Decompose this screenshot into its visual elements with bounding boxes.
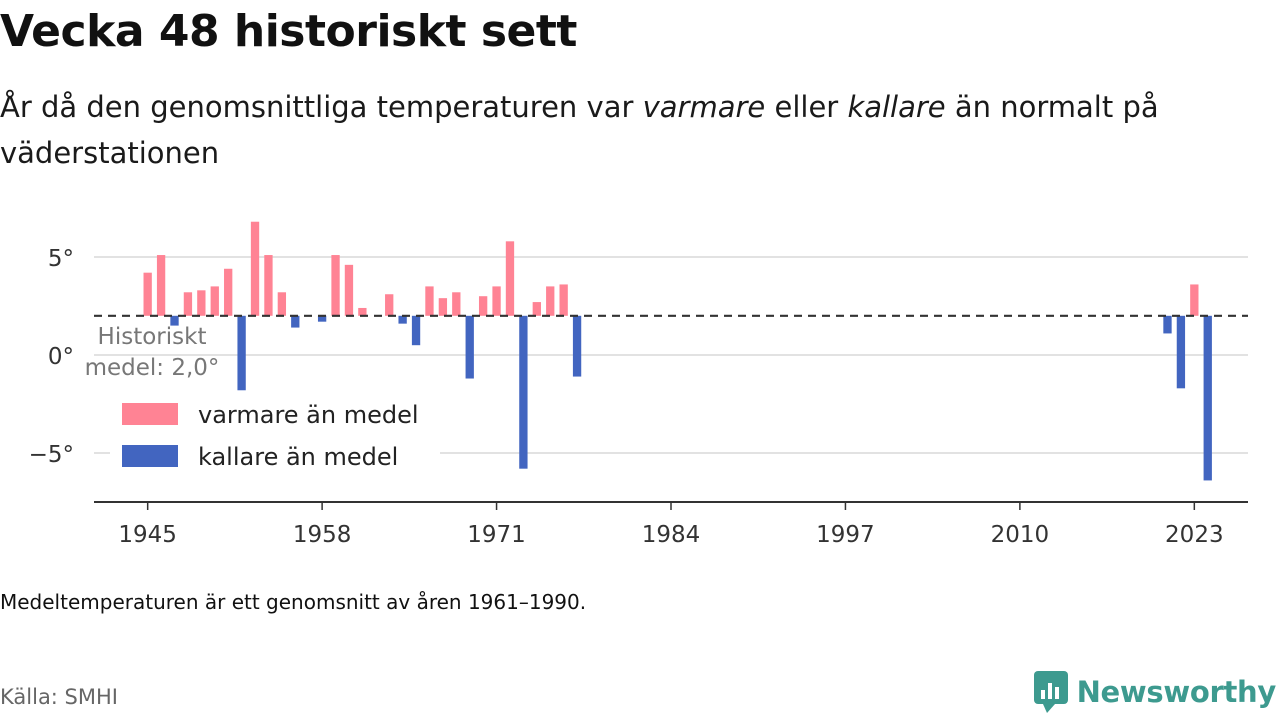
bar-warm — [505, 241, 515, 316]
bar-warm — [546, 286, 555, 316]
label-line: medel: 2,0° — [85, 355, 220, 381]
subtitle-text: än normalt på väderstationen — [0, 90, 1159, 170]
bar-warm — [210, 286, 219, 316]
bar-warm — [183, 292, 193, 316]
legend-label-cold: kallare än medel — [198, 443, 398, 471]
bar-warm — [559, 284, 568, 316]
bar-warm — [438, 298, 448, 316]
bar-cold — [519, 315, 528, 469]
x-tick-label: 1958 — [293, 522, 352, 548]
label-line: Historiskt — [98, 324, 207, 350]
subtitle-text: eller — [765, 90, 848, 124]
x-tick-label: 1945 — [118, 522, 177, 548]
logo-text: Newsworthy — [1076, 675, 1277, 709]
bar-warm — [385, 294, 394, 316]
x-tick-label: 2010 — [991, 522, 1050, 548]
y-tick-label: −5° — [29, 442, 74, 468]
bar-warm — [478, 296, 488, 316]
source-credit: Källa: SMHI — [0, 685, 118, 709]
y-tick-label: 0° — [48, 344, 74, 370]
x-tick-label: 2023 — [1165, 522, 1224, 548]
bar-cold — [1203, 315, 1212, 481]
y-tick-label: 5° — [48, 246, 74, 272]
bar-cold — [317, 315, 327, 322]
bar-warm — [358, 307, 367, 316]
bar-warm — [425, 286, 434, 316]
bar-cold — [465, 315, 474, 379]
legend: varmare än medel kallare än medel — [110, 394, 440, 474]
legend-label-warm: varmare än medel — [198, 401, 419, 429]
bar-warm — [452, 292, 461, 316]
legend-swatch-cold — [122, 445, 178, 467]
bar-warm — [277, 292, 287, 316]
x-tick-label: 1997 — [816, 522, 875, 548]
newsworthy-logo: Newsworthy — [1033, 670, 1276, 714]
subtitle-text: År då den genomsnittliga temperaturen va… — [0, 90, 643, 124]
bar-cold — [170, 315, 179, 326]
bar-chart-bubble-icon — [1033, 671, 1068, 713]
chart-subtitle: År då den genomsnittliga temperaturen va… — [0, 84, 1220, 176]
axes: 5° 0° −5° 1945 1958 1971 1984 1997 2010 2023 — [29, 246, 1248, 548]
bar-warm — [224, 268, 233, 316]
bars — [143, 221, 1212, 481]
bar-warm — [1190, 284, 1199, 316]
bar-cold — [1176, 315, 1186, 389]
x-tick-label: 1971 — [467, 522, 526, 548]
bar-warm — [197, 290, 206, 316]
legend-swatch-warm — [122, 403, 178, 425]
bar-cold — [398, 315, 407, 324]
historical-mean-label: Historiskt medel: 2,0° — [85, 324, 220, 381]
warm-word: varmare — [642, 90, 766, 124]
chart-title: Vecka 48 historiskt sett — [0, 6, 577, 57]
bar-warm — [250, 221, 260, 316]
bar-warm — [264, 255, 273, 316]
bar-cold — [411, 315, 421, 346]
bar-warm — [532, 302, 541, 316]
bar-warm — [156, 255, 166, 316]
cold-word: kallare — [847, 90, 946, 124]
bar-warm — [143, 272, 152, 316]
reference-line-group: Historiskt medel: 2,0° — [85, 314, 1248, 381]
temperature-bar-chart: Historiskt medel: 2,0° 5° 0° −5° 1945 1958 197… — [29, 221, 1248, 548]
bar-warm — [492, 286, 501, 316]
bar-cold — [572, 315, 582, 377]
bar-cold — [237, 315, 246, 391]
bar-cold — [291, 315, 300, 328]
method-note: Medeltemperaturen är ett genomsnitt av å… — [0, 590, 587, 614]
x-tick-label: 1984 — [642, 522, 701, 548]
bar-warm — [331, 255, 340, 316]
bar-warm — [344, 264, 354, 316]
bar-cold — [1163, 315, 1172, 334]
